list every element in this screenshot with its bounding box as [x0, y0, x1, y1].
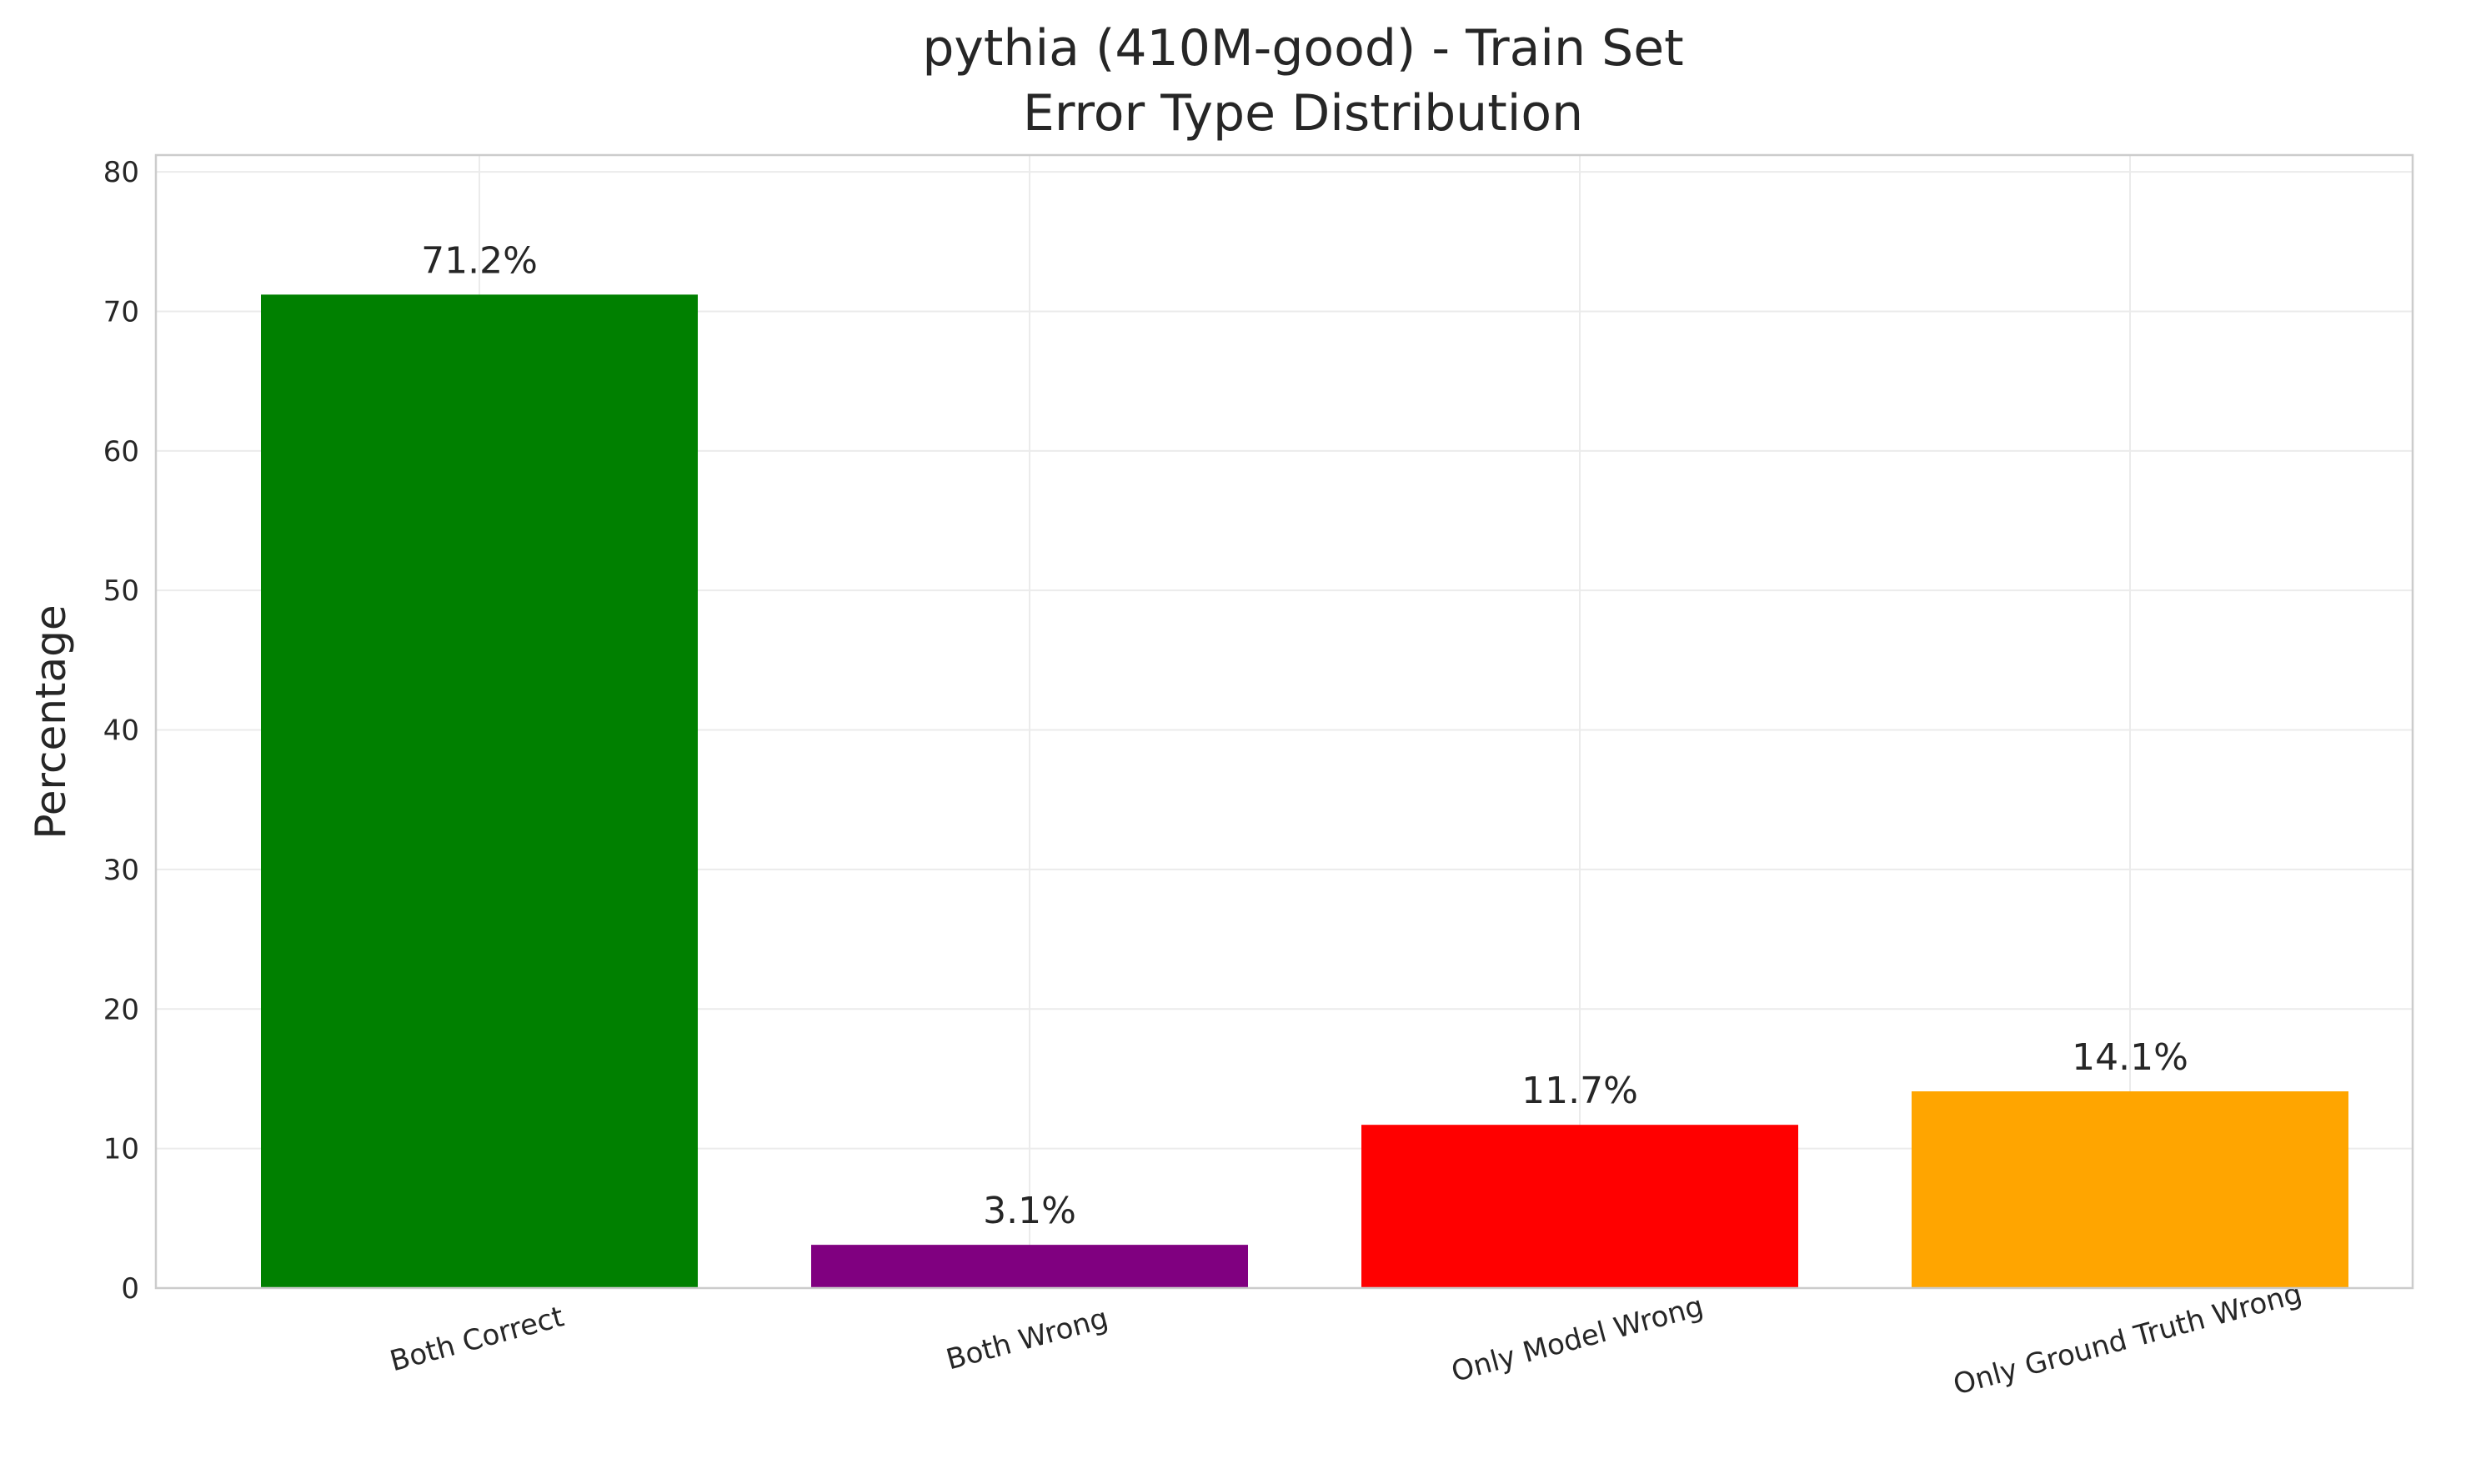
data-labels: 71.2% 3.1% 11.7% 14.1% [421, 239, 2188, 1232]
bar [1912, 1091, 2348, 1288]
bars [261, 294, 2348, 1289]
y-tick-label: 70 [103, 295, 139, 328]
bar-value-label: 14.1% [2072, 1036, 2188, 1079]
x-axis-ticks: Both Correct Both Wrong Only Model Wrong On… [387, 1276, 2306, 1401]
plot-frame [154, 153, 2414, 1290]
y-tick-label: 80 [103, 156, 139, 189]
bar-value-label: 71.2% [421, 239, 538, 282]
x-tick-label: Only Model Wrong [1448, 1290, 1707, 1389]
y-tick-label: 0 [121, 1272, 139, 1306]
y-tick-label: 40 [103, 714, 139, 748]
y-axis-ticks: 0 10 20 30 40 50 60 70 80 [103, 156, 139, 1306]
x-tick-label: Both Wrong [943, 1301, 1112, 1376]
chart-subtitle: Error Type Distribution [1023, 84, 1583, 143]
bar [1361, 1125, 1798, 1288]
bar [811, 1245, 1248, 1288]
y-tick-label: 10 [103, 1133, 139, 1166]
y-axis-label: Percentage [27, 604, 75, 839]
bar-value-label: 3.1% [983, 1190, 1076, 1232]
y-tick-label: 50 [103, 574, 139, 608]
bar [261, 294, 698, 1289]
y-tick-label: 30 [103, 854, 139, 887]
x-tick-label: Both Correct [387, 1300, 568, 1378]
y-tick-label: 20 [103, 993, 139, 1026]
chart-title: pythia (410M-good) - Train Set [922, 19, 1683, 78]
bar-value-label: 11.7% [1521, 1070, 1638, 1112]
y-tick-label: 60 [103, 435, 139, 469]
x-tick-label: Only Ground Truth Wrong [1950, 1276, 2305, 1401]
